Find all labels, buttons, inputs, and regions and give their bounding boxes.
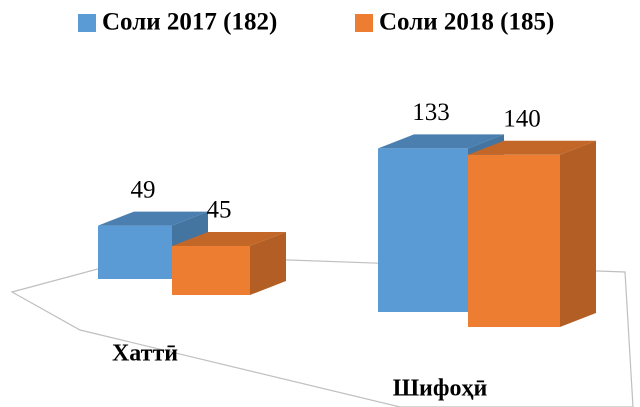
legend-label: Соли 2017 (182) bbox=[102, 9, 277, 36]
bar bbox=[98, 225, 172, 279]
bar bbox=[172, 245, 250, 295]
bar-side bbox=[560, 140, 596, 327]
legend-swatch bbox=[355, 14, 373, 32]
legend-label: Соли 2018 (185) bbox=[379, 9, 554, 36]
data-label: 133 bbox=[412, 99, 450, 126]
data-label: 49 bbox=[131, 176, 156, 203]
bar bbox=[468, 154, 560, 327]
bar-top bbox=[468, 140, 596, 155]
bar-top bbox=[172, 231, 286, 246]
data-label: 45 bbox=[207, 197, 232, 224]
bar bbox=[378, 148, 468, 312]
bar-side bbox=[250, 231, 286, 295]
data-label: 140 bbox=[503, 106, 541, 133]
x-tick-label: Шифоҳӣ bbox=[393, 376, 488, 402]
x-tick-label: Хаттӣ bbox=[112, 341, 178, 367]
bar-top bbox=[98, 211, 208, 226]
legend-swatch bbox=[78, 14, 96, 32]
bar-top bbox=[378, 134, 504, 149]
